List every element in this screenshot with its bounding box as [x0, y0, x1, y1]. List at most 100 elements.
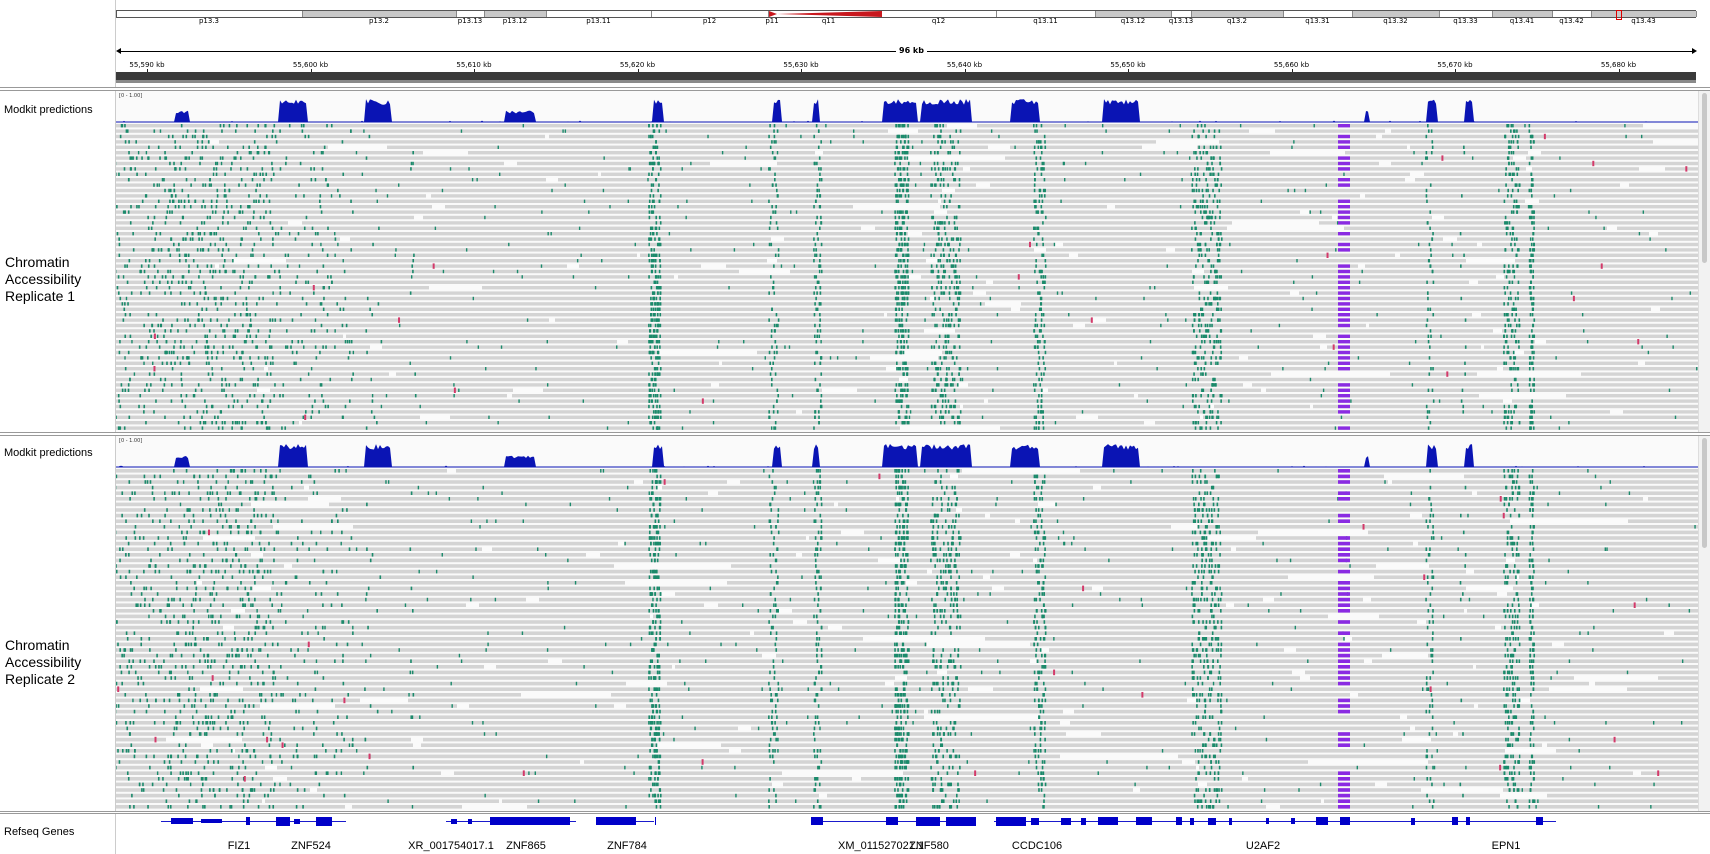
mod-call-green: [1528, 558, 1531, 563]
mod-call-green: [1530, 156, 1533, 160]
mod-call-green: [1510, 242, 1512, 247]
mod-call-green: [650, 513, 653, 518]
mod-call-green: [221, 525, 224, 529]
mod-call-green: [812, 480, 815, 484]
mod-call-green: [166, 210, 169, 214]
mod-call-green: [169, 269, 172, 274]
mod-call-green: [185, 394, 188, 398]
mod-call-green: [902, 302, 904, 306]
replicate-2-data-area[interactable]: [0 - 1.00]: [115, 436, 1698, 811]
mod-call-green: [651, 388, 653, 392]
mod-call-green: [204, 334, 206, 338]
mod-call-green: [1428, 553, 1431, 557]
mod-call-green: [1041, 564, 1043, 568]
mod-call-green: [942, 248, 945, 252]
mod-call-green: [906, 519, 908, 523]
mod-call-green: [659, 345, 661, 349]
mod-call-green: [240, 356, 242, 360]
mod-call-green: [328, 286, 330, 290]
mod-call-green: [168, 286, 171, 290]
mod-call-green: [161, 178, 164, 182]
vertical-scrollbar[interactable]: [1698, 91, 1710, 432]
mod-call-green: [905, 410, 908, 414]
mod-call-green: [906, 151, 909, 155]
ruler-bar[interactable]: [116, 72, 1696, 80]
read: [1502, 329, 1698, 333]
mod-call-green: [958, 513, 960, 518]
mod-call-green: [773, 134, 776, 139]
mod-call-green: [216, 491, 218, 495]
mod-call-green: [1035, 259, 1037, 263]
mod-call-green: [243, 340, 246, 344]
mod-call-green: [334, 237, 337, 241]
mod-call-green: [659, 221, 662, 225]
mod-call-green: [522, 519, 524, 523]
mod-call-green: [1203, 536, 1206, 540]
mod-call-green: [247, 525, 249, 529]
mod-call-green: [1506, 508, 1508, 512]
mod-call-green: [649, 194, 652, 198]
mod-call-green: [123, 167, 126, 171]
mod-call-green: [1205, 167, 1208, 171]
mod-call-green: [1212, 497, 1215, 501]
mod-call-green: [373, 415, 376, 419]
replicate-1-data-area[interactable]: [0 - 1.00]: [115, 91, 1698, 432]
mod-call-green: [166, 350, 168, 355]
mod-call-green: [1532, 491, 1534, 495]
mod-call-green: [947, 183, 949, 187]
mod-call-green: [321, 248, 324, 252]
mod-call-green: [497, 145, 499, 149]
replicate-1-reads[interactable]: [116, 91, 1698, 432]
mod-call-green: [897, 291, 900, 295]
mod-call-green: [324, 404, 327, 409]
mod-call-green: [240, 564, 242, 568]
mod-call-green: [245, 296, 248, 301]
mod-call-green: [136, 172, 138, 176]
mod-call-green: [654, 367, 657, 371]
mod-call-green: [1533, 318, 1536, 322]
mod-call-green: [931, 541, 933, 546]
mod-call-green: [816, 329, 819, 333]
mod-call-green: [1207, 188, 1209, 193]
mod-call-green: [904, 388, 906, 392]
mod-call-green: [196, 248, 199, 252]
mod-call-green: [1531, 502, 1534, 507]
mod-call-green: [1219, 530, 1222, 535]
mod-call-green: [1040, 296, 1043, 301]
mod-call-green: [1427, 291, 1429, 295]
mod-call-green: [550, 232, 552, 236]
mod-call-green: [254, 129, 256, 133]
read: [116, 313, 884, 317]
mod-call-green: [931, 388, 933, 392]
mod-call-green: [942, 221, 944, 225]
mod-call-green: [1149, 340, 1152, 344]
mod-call-green: [237, 530, 240, 535]
mod-call-green: [1517, 469, 1519, 473]
mod-call-green: [187, 194, 190, 198]
mod-call-green: [180, 394, 182, 398]
mod-call-green: [934, 124, 936, 128]
read: [116, 275, 674, 279]
replicate-2-reads[interactable]: [116, 436, 1698, 811]
mod-call-purple: [1338, 264, 1350, 268]
mod-call-green: [652, 502, 655, 507]
mod-call-green: [262, 394, 265, 398]
mod-call-green: [901, 286, 904, 290]
mod-call-green: [1212, 345, 1215, 349]
mod-call-purple: [1338, 350, 1350, 355]
mod-call-green: [1207, 296, 1209, 301]
mod-call-green: [1508, 161, 1510, 166]
mod-call-green: [1219, 296, 1222, 301]
mod-call-green: [830, 140, 832, 144]
mod-call-green: [931, 530, 934, 535]
mod-call-green: [1191, 350, 1194, 355]
mod-call-green: [181, 383, 183, 387]
mod-call-green: [152, 280, 154, 284]
mod-call-green: [942, 291, 944, 295]
mod-call-green: [264, 474, 267, 479]
mod-call-green: [1529, 480, 1532, 484]
scroll-thumb[interactable]: [1702, 93, 1707, 263]
mod-call-green: [246, 547, 249, 551]
mod-call-green: [814, 553, 816, 557]
chromosome-ideogram[interactable]: [116, 10, 1697, 20]
